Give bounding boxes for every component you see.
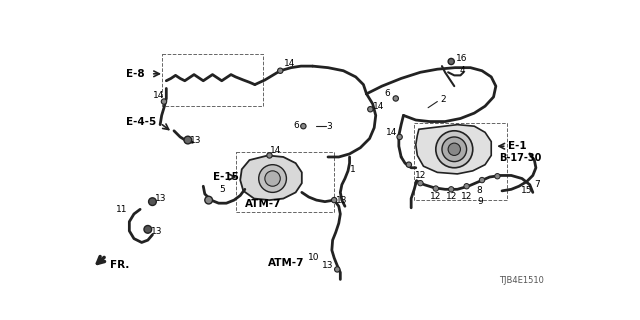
Text: 12: 12 xyxy=(461,192,472,201)
Circle shape xyxy=(184,136,192,144)
Text: 13: 13 xyxy=(336,196,348,205)
Circle shape xyxy=(148,198,156,205)
Text: 10: 10 xyxy=(308,253,320,262)
Circle shape xyxy=(393,96,399,101)
Text: ATM-7: ATM-7 xyxy=(245,199,282,209)
Text: 13: 13 xyxy=(190,136,202,145)
Text: 6: 6 xyxy=(385,89,390,98)
Polygon shape xyxy=(240,156,302,200)
Text: 9: 9 xyxy=(477,197,483,206)
Text: 12: 12 xyxy=(445,192,457,201)
Circle shape xyxy=(479,177,484,183)
Circle shape xyxy=(267,153,272,158)
Circle shape xyxy=(433,186,438,191)
Circle shape xyxy=(448,59,454,65)
Text: 15: 15 xyxy=(521,186,532,195)
Circle shape xyxy=(278,68,283,73)
Text: 14: 14 xyxy=(153,91,164,100)
Circle shape xyxy=(144,226,152,233)
Circle shape xyxy=(335,267,340,272)
Text: E-4-5: E-4-5 xyxy=(126,116,157,126)
Text: 2: 2 xyxy=(441,95,446,104)
Bar xyxy=(236,152,334,212)
Circle shape xyxy=(436,131,473,168)
Circle shape xyxy=(301,124,306,129)
Bar xyxy=(163,54,262,106)
Circle shape xyxy=(448,143,460,156)
Text: E-15: E-15 xyxy=(212,172,238,182)
Text: 8: 8 xyxy=(477,186,483,195)
Polygon shape xyxy=(416,124,492,174)
Text: B-17-30: B-17-30 xyxy=(499,153,541,163)
Circle shape xyxy=(464,184,469,189)
Text: 13: 13 xyxy=(155,194,166,203)
Text: 5: 5 xyxy=(219,185,225,194)
Text: E-8: E-8 xyxy=(126,69,145,79)
Text: 14: 14 xyxy=(386,128,397,137)
Circle shape xyxy=(406,162,412,167)
Bar xyxy=(414,123,507,200)
Circle shape xyxy=(442,137,467,162)
Circle shape xyxy=(495,173,500,179)
Text: 13: 13 xyxy=(150,227,162,236)
Text: 12: 12 xyxy=(430,192,442,201)
Text: 3: 3 xyxy=(326,122,332,131)
Text: E-1: E-1 xyxy=(508,141,527,151)
Text: FR.: FR. xyxy=(110,260,129,270)
Circle shape xyxy=(418,180,423,186)
Circle shape xyxy=(161,99,166,104)
Text: 1: 1 xyxy=(350,165,355,174)
Text: 14: 14 xyxy=(373,102,385,111)
Text: 13: 13 xyxy=(323,261,333,270)
Text: TJB4E1510: TJB4E1510 xyxy=(499,276,543,285)
Text: 7: 7 xyxy=(534,180,540,189)
Text: 14: 14 xyxy=(284,59,295,68)
Text: 6: 6 xyxy=(294,121,300,130)
Circle shape xyxy=(259,165,287,192)
Text: 4: 4 xyxy=(459,66,465,75)
Circle shape xyxy=(397,134,403,140)
Text: 12: 12 xyxy=(415,171,426,180)
Circle shape xyxy=(205,196,212,204)
Circle shape xyxy=(265,171,280,186)
Text: ATM-7: ATM-7 xyxy=(268,258,305,268)
Circle shape xyxy=(332,197,337,203)
Text: 11: 11 xyxy=(116,205,128,214)
Text: 16: 16 xyxy=(456,54,468,63)
Circle shape xyxy=(449,187,454,192)
Circle shape xyxy=(367,107,373,112)
Text: 14: 14 xyxy=(270,146,282,155)
